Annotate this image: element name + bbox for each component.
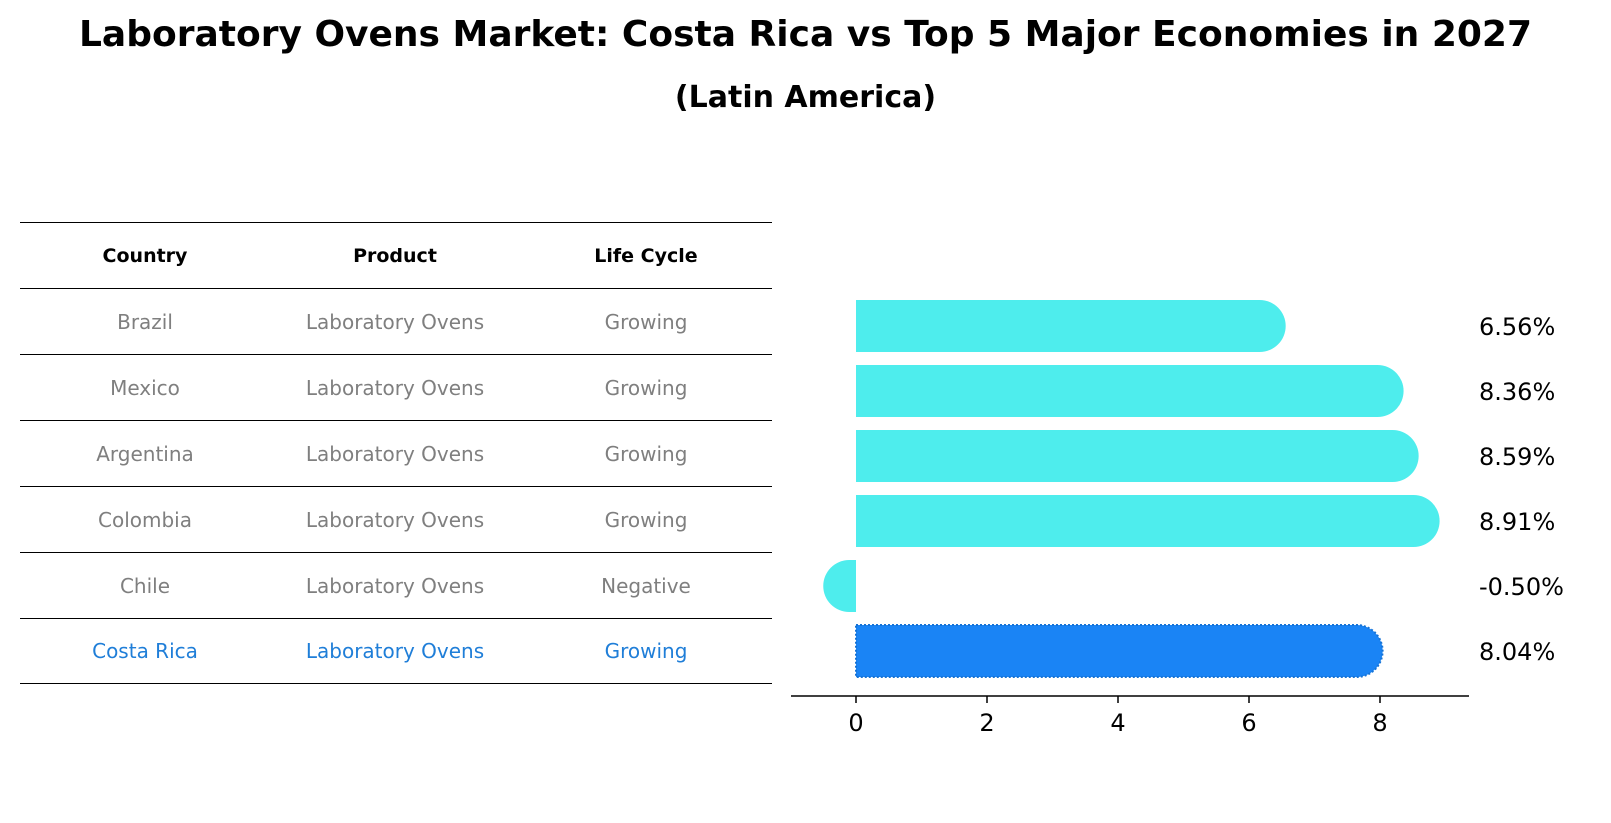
table-row: Colombia Laboratory Ovens Growing — [20, 486, 772, 552]
cell-life-cycle: Growing — [604, 375, 688, 400]
cell-life-cycle: Growing — [604, 441, 688, 466]
cell-life-cycle: Negative — [601, 573, 691, 598]
table-row: Chile Laboratory Ovens Negative — [20, 552, 772, 618]
cell-product: Laboratory Ovens — [305, 639, 485, 663]
bar-colombia — [856, 495, 1440, 547]
cell-country: Argentina — [96, 441, 194, 466]
bar-brazil — [856, 300, 1286, 352]
cell-country: Costa Rica — [92, 639, 198, 663]
cell-product: Laboratory Ovens — [305, 573, 485, 598]
table-row-highlight: Costa Rica Laboratory Ovens Growing — [20, 618, 772, 684]
cell-product: Laboratory Ovens — [305, 309, 485, 334]
cell-life-cycle: Growing — [604, 309, 688, 334]
header-country: Country — [102, 244, 188, 267]
value-label: 6.56% — [1479, 313, 1555, 341]
value-label: 8.04% — [1479, 638, 1555, 666]
cell-country: Mexico — [110, 375, 180, 400]
value-label: 8.59% — [1479, 443, 1555, 471]
value-label: 8.91% — [1479, 508, 1555, 536]
value-label: 8.36% — [1479, 378, 1555, 406]
table-row: Argentina Laboratory Ovens Growing — [20, 420, 772, 486]
value-label: -0.50% — [1479, 573, 1564, 601]
cell-product: Laboratory Ovens — [305, 375, 485, 400]
cell-life-cycle: Growing — [604, 639, 688, 663]
table-row: Brazil Laboratory Ovens Growing — [20, 288, 772, 354]
cell-country: Chile — [119, 573, 171, 598]
x-tick-label: 0 — [848, 709, 863, 737]
bar-mexico — [856, 365, 1404, 417]
header-life-cycle: Life Cycle — [594, 244, 698, 267]
comparison-table: Country Product Life Cycle Brazil Labora… — [20, 222, 772, 684]
cell-product: Laboratory Ovens — [305, 507, 485, 532]
bar-costa-rica — [855, 624, 1384, 678]
x-tick-label: 4 — [1110, 709, 1125, 737]
header-product: Product — [353, 244, 437, 267]
table-row: Mexico Laboratory Ovens Growing — [20, 354, 772, 420]
bar-chile — [823, 560, 856, 612]
cell-life-cycle: Growing — [604, 507, 688, 532]
chart-subtitle: (Latin America) — [674, 80, 937, 115]
x-tick-label: 2 — [979, 709, 994, 737]
table-header-row: Country Product Life Cycle — [20, 222, 772, 288]
cell-country: Brazil — [117, 309, 173, 334]
bar-argentina — [856, 430, 1419, 482]
x-tick-label: 8 — [1372, 709, 1387, 737]
x-tick-label: 6 — [1241, 709, 1256, 737]
cell-country: Colombia — [98, 507, 192, 532]
chart-title: Laboratory Ovens Market: Costa Rica vs T… — [78, 14, 1533, 55]
cell-product: Laboratory Ovens — [305, 441, 485, 466]
